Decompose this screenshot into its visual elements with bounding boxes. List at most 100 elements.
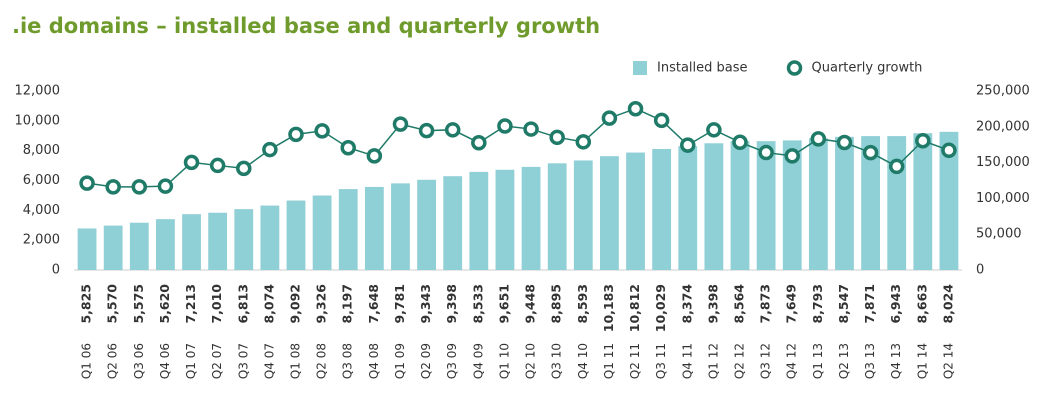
marker — [706, 122, 722, 138]
marker — [627, 100, 644, 117]
marker — [758, 144, 774, 161]
value-label: 7,649 — [784, 284, 799, 324]
value-label: 8,564 — [732, 284, 747, 324]
bar — [573, 160, 593, 270]
x-tick-label: Q4 13 — [889, 343, 903, 379]
value-label: 7,871 — [862, 284, 877, 324]
marker — [523, 121, 539, 137]
value-label: 5,575 — [131, 284, 146, 324]
value-label: 9,343 — [418, 284, 433, 324]
x-tick-label: Q1 07 — [184, 343, 198, 379]
x-tick-label: Q4 07 — [262, 343, 276, 379]
value-label: 8,663 — [914, 284, 929, 324]
marker — [262, 141, 278, 158]
marker — [601, 110, 618, 126]
marker — [941, 142, 957, 159]
x-tick-label: Q2 09 — [419, 343, 433, 379]
bar — [678, 146, 698, 270]
bar — [756, 141, 776, 270]
marker — [105, 179, 121, 195]
value-label: 7,873 — [758, 284, 773, 324]
x-tick-label: Q2 12 — [733, 343, 747, 379]
x-tick-label: Q4 08 — [367, 343, 381, 379]
value-label: 10,812 — [627, 284, 642, 332]
marker — [340, 139, 356, 156]
y2-tick-label: 150,000 — [976, 155, 1030, 170]
x-tick-label: Q2 13 — [837, 343, 851, 379]
value-label: 6,943 — [888, 284, 903, 324]
x-tick-label: Q3 12 — [759, 343, 773, 379]
value-label: 6,813 — [235, 284, 250, 324]
x-tick-label: Q1 09 — [393, 343, 407, 379]
value-label: 8,074 — [261, 284, 276, 324]
marker — [862, 144, 879, 161]
marker — [157, 178, 174, 194]
marker — [915, 133, 931, 149]
x-tick-label: Q3 11 — [654, 343, 668, 379]
y-tick-label: 8,000 — [23, 143, 60, 158]
value-label: 8,895 — [549, 284, 564, 324]
value-label: 10,029 — [653, 284, 668, 332]
marker — [418, 122, 435, 139]
bar — [312, 195, 332, 270]
x-tick-label: Q1 06 — [80, 343, 94, 379]
value-label: 9,651 — [496, 284, 511, 324]
bar — [234, 209, 254, 270]
x-tick-label: Q3 07 — [236, 343, 250, 379]
y-tick-label: 10,000 — [15, 113, 61, 128]
marker — [732, 134, 748, 151]
y-tick-label: 12,000 — [15, 84, 61, 99]
bar — [652, 148, 672, 270]
x-tick-label: Q3 13 — [863, 343, 877, 379]
bar — [182, 214, 201, 270]
x-tick-label: Q2 08 — [315, 343, 329, 379]
x-tick-label: Q3 06 — [132, 343, 146, 379]
x-tick-label: Q4 06 — [158, 343, 172, 379]
x-tick-label: Q2 11 — [628, 343, 642, 379]
x-tick-label: Q1 10 — [497, 343, 511, 379]
value-label: 5,825 — [79, 284, 94, 324]
x-tick-label: Q3 10 — [550, 343, 564, 379]
marker — [183, 154, 200, 171]
y2-tick-label: 250,000 — [976, 84, 1030, 99]
marker — [497, 118, 513, 134]
x-tick-label: Q3 08 — [341, 343, 355, 379]
bar — [887, 136, 907, 270]
y-tick-label: 4,000 — [23, 203, 60, 218]
value-label: 9,398 — [444, 284, 459, 324]
value-label: 5,620 — [157, 284, 172, 324]
bar — [156, 219, 175, 270]
bar — [338, 189, 358, 270]
bar — [443, 176, 463, 270]
legend-swatch — [633, 61, 647, 75]
value-label: 9,092 — [288, 284, 303, 324]
bar — [730, 141, 750, 270]
bar — [939, 131, 959, 270]
bar — [417, 179, 436, 270]
x-tick-label: Q4 10 — [576, 343, 590, 379]
bar — [129, 222, 149, 270]
value-label: 5,570 — [105, 284, 120, 324]
y2-tick-label: 200,000 — [976, 119, 1030, 134]
bar — [808, 138, 828, 270]
marker — [836, 134, 853, 151]
x-tick-label: Q4 09 — [471, 343, 485, 379]
value-label: 9,448 — [523, 284, 538, 324]
bar — [913, 133, 933, 270]
value-label: 8,374 — [679, 284, 694, 324]
x-tick-label: Q4 11 — [680, 343, 694, 379]
bar — [103, 225, 123, 270]
legend-swatch — [786, 60, 803, 76]
marker — [314, 123, 330, 139]
value-label: 7,010 — [209, 284, 224, 324]
y-tick-label: 2,000 — [23, 233, 60, 248]
value-label: 7,648 — [366, 284, 381, 324]
x-tick-label: Q1 14 — [915, 343, 929, 379]
y2-tick-label: 50,000 — [976, 227, 1022, 242]
y2-tick-label: 100,000 — [976, 191, 1030, 206]
bar — [861, 136, 880, 270]
chart-title: .ie domains – installed base and quarter… — [12, 14, 600, 38]
marker — [680, 137, 696, 153]
bar — [600, 156, 619, 270]
bar — [521, 166, 541, 270]
